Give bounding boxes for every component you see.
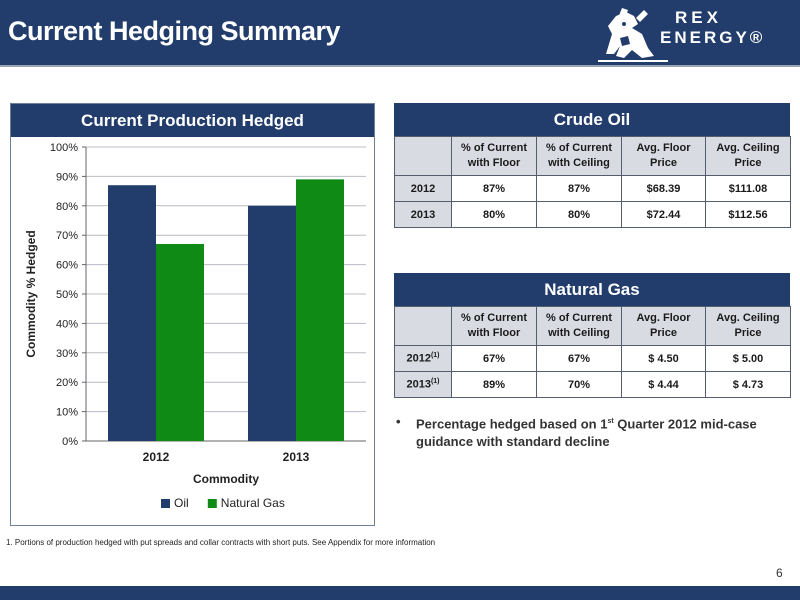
legend-swatch [207, 499, 217, 508]
legend-label: Natural Gas [221, 496, 285, 510]
natural-gas-title: Natural Gas [394, 273, 790, 306]
column-header: % of Current with Floor [451, 306, 537, 346]
y-tick-label: 10% [56, 407, 78, 419]
table-cell: $111.08 [705, 175, 791, 202]
y-tick-label: 70% [56, 230, 78, 242]
bullet-text: Percentage hedged based on 1st Quarter 2… [416, 416, 757, 450]
y-tick-label: 20% [56, 377, 78, 389]
bar-oil [108, 185, 156, 441]
natural-gas-table: Natural Gas % of Current with Floor% of … [394, 273, 791, 398]
hedged-bar-chart: 0% 10% 20% 30% 40% 50% 60% 70% 80% 90% 100% 2012 201… [24, 142, 366, 510]
table-cell: 89% [451, 371, 537, 398]
column-header: Avg. Floor Price [621, 136, 706, 176]
y-tick-label: 90% [56, 171, 78, 183]
rex-energy-logo [598, 8, 668, 62]
bullet-marker: • [396, 414, 401, 429]
table-row: 2013(1) 89% 70% $ 4.44 $ 4.73 [394, 371, 791, 398]
table-cell: $ 5.00 [705, 345, 791, 372]
column-header [394, 306, 452, 346]
row-label: 2013 [394, 201, 452, 228]
crude-oil-data-table: % of Current with Floor% of Current with… [394, 136, 791, 228]
y-tick-label: 0% [62, 436, 78, 448]
table-cell: $72.44 [621, 201, 706, 228]
footer-bar [0, 586, 800, 600]
column-header: % of Current with Ceiling [536, 306, 622, 346]
table-header-row: % of Current with Floor% of Current with… [394, 306, 791, 346]
bar-natural-gas [296, 179, 344, 441]
logo-wordmark-energy: ENERGY® [660, 28, 766, 47]
y-tick-label: 40% [56, 318, 78, 330]
crude-oil-table: Crude Oil % of Current with Floor% of Cu… [394, 103, 791, 228]
y-tick-label: 100% [50, 142, 78, 154]
column-header: % of Current with Ceiling [536, 136, 622, 176]
legend-swatch [161, 499, 170, 508]
table-row: 2012 87% 87% $68.39 $111.08 [394, 175, 791, 202]
production-hedged-chart-panel: Current Production Hedged 0% 10% 20% 30% 40%… [10, 103, 375, 526]
table-cell: 70% [536, 371, 622, 398]
column-header: Avg. Floor Price [621, 306, 706, 346]
column-header [394, 136, 452, 176]
column-header: % of Current with Floor [451, 136, 537, 176]
x-tick-label: 2012 [143, 450, 170, 464]
table-cell: $ 4.44 [621, 371, 706, 398]
table-cell: $112.56 [705, 201, 791, 228]
row-label: 2013(1) [394, 371, 452, 398]
table-cell: 80% [451, 201, 537, 228]
page-number: 6 [776, 566, 783, 580]
table-cell: $ 4.50 [621, 345, 706, 372]
table-cell: 87% [536, 175, 622, 202]
bar-natural-gas [156, 244, 204, 441]
y-tick-label: 50% [56, 289, 78, 301]
crude-oil-title: Crude Oil [394, 103, 790, 136]
chart-title: Current Production Hedged [11, 104, 374, 137]
y-tick-label: 80% [56, 201, 78, 213]
table-cell: 87% [451, 175, 537, 202]
table-cell: 67% [536, 345, 622, 372]
header-bar: Current Hedging Summary REX ENERGY® [0, 0, 800, 67]
table-row: 2012(1) 67% 67% $ 4.50 $ 5.00 [394, 345, 791, 372]
y-axis-title: Commodity % Hedged [24, 230, 38, 357]
table-header-row: % of Current with Floor% of Current with… [394, 136, 791, 176]
table-row: 2013 80% 80% $72.44 $112.56 [394, 201, 791, 228]
row-label: 2012(1) [394, 345, 452, 372]
y-tick-label: 30% [56, 348, 78, 360]
column-header: Avg. Ceiling Price [705, 306, 791, 346]
row-label: 2012 [394, 175, 452, 202]
table-cell: 67% [451, 345, 537, 372]
y-tick-label: 60% [56, 260, 78, 272]
legend-label: Oil [174, 496, 189, 510]
page-title: Current Hedging Summary [8, 16, 341, 46]
logo-wordmark-rex: REX [675, 8, 722, 27]
column-header: Avg. Ceiling Price [705, 136, 791, 176]
x-tick-label: 2013 [283, 450, 310, 464]
footnote: 1. Portions of production hedged with pu… [6, 538, 436, 547]
x-axis-title: Commodity [193, 472, 259, 486]
natural-gas-data-table: % of Current with Floor% of Current with… [394, 306, 791, 398]
table-cell: $ 4.73 [705, 371, 791, 398]
table-cell: $68.39 [621, 175, 706, 202]
bar-oil [248, 205, 296, 441]
table-cell: 80% [536, 201, 622, 228]
